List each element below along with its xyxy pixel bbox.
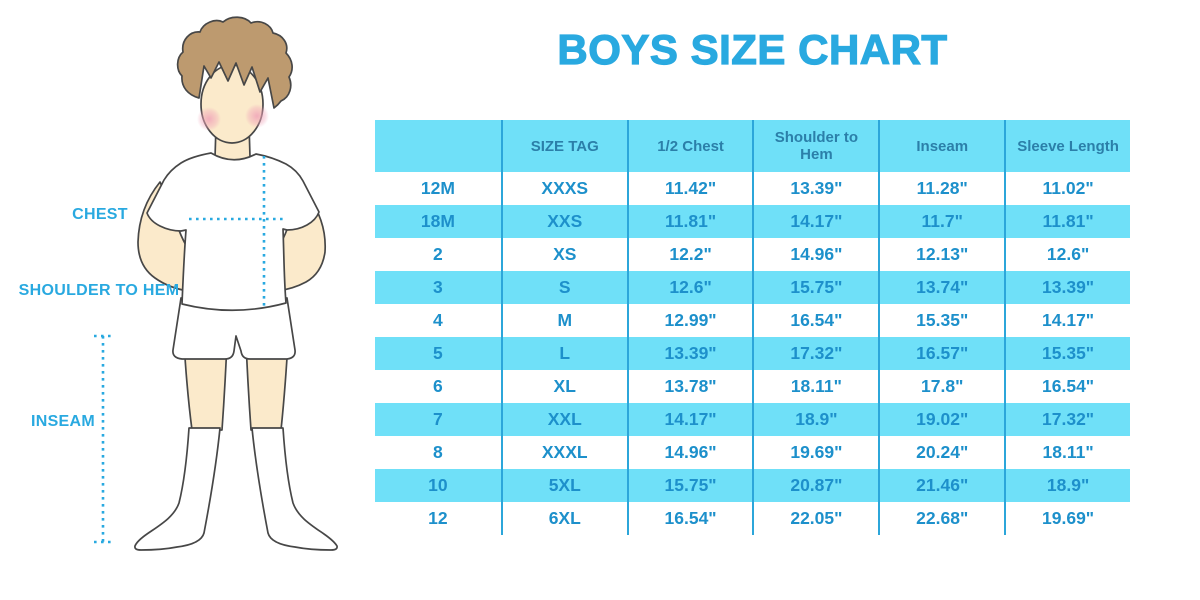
table-body: 12M XXXS 11.42" 13.39" 11.28" 11.02" 18M XXS 11.… bbox=[375, 172, 1130, 535]
column-header: SIZE TAG bbox=[500, 120, 627, 172]
size-tag-cell: S bbox=[500, 271, 627, 304]
size-tag-cell: XXS bbox=[500, 205, 627, 238]
measurement-cell: 13.39" bbox=[752, 172, 878, 205]
size-age-cell: 3 bbox=[375, 271, 501, 304]
table-row: 8 XXXL 14.96" 19.69" 20.24" 18.11" bbox=[375, 436, 1130, 469]
size-tag-cell: XS bbox=[500, 238, 627, 271]
size-tag-cell: XXXL bbox=[500, 436, 627, 469]
measurement-cell: 12.6" bbox=[1004, 238, 1130, 271]
size-age-cell: 5 bbox=[375, 337, 501, 370]
measurement-cell: 19.02" bbox=[878, 403, 1005, 436]
table-row: 5 L 13.39" 17.32" 16.57" 15.35" bbox=[375, 337, 1130, 370]
measurement-cell: 14.17" bbox=[1004, 304, 1130, 337]
table-row: 12M XXXS 11.42" 13.39" 11.28" 11.02" bbox=[375, 172, 1130, 205]
measurement-cell: 13.78" bbox=[626, 370, 753, 403]
column-header: Sleeve Length bbox=[1004, 120, 1130, 172]
measurement-cell: 19.69" bbox=[752, 436, 878, 469]
measurement-cell: 17.32" bbox=[1004, 403, 1130, 436]
right-sock bbox=[251, 427, 338, 551]
size-age-cell: 8 bbox=[433, 442, 443, 462]
size-tag-cell: 5XL bbox=[500, 469, 627, 502]
measurement-cell: 12.13" bbox=[878, 238, 1004, 271]
measurement-cell: 16.54" bbox=[626, 502, 753, 535]
page-title: BOYS SIZE CHART bbox=[557, 25, 948, 73]
measurement-cell: 14.17" bbox=[752, 205, 879, 238]
column-header: 1/2 Chest bbox=[626, 120, 753, 172]
measurement-cell: 18.9" bbox=[1004, 469, 1130, 502]
measurement-cell: 12.6" bbox=[626, 271, 753, 304]
measurement-cell: 11.42" bbox=[626, 172, 753, 205]
measurement-cell: 21.46" bbox=[878, 469, 1005, 502]
measurement-cell: 22.05" bbox=[752, 502, 878, 535]
chest-label: CHEST bbox=[72, 206, 128, 223]
measurement-cell: 16.57" bbox=[878, 337, 1005, 370]
measurement-cell: 17.32" bbox=[752, 337, 879, 370]
measurement-cell: 15.75" bbox=[626, 469, 753, 502]
table-row: 10 5XL 15.75" 20.87" 21.46" 18.9" bbox=[375, 469, 1130, 502]
size-tag-cell: 6XL bbox=[500, 502, 627, 535]
size-age-cell: 4 bbox=[433, 310, 443, 330]
measurement-cell: 13.74" bbox=[878, 271, 1005, 304]
measurement-cell: 15.35" bbox=[1004, 337, 1130, 370]
measurement-cell: 12.99" bbox=[626, 304, 753, 337]
column-header: Inseam bbox=[878, 120, 1005, 172]
measurement-cell: 15.35" bbox=[878, 304, 1004, 337]
size-age-cell: 18M bbox=[375, 205, 501, 238]
table-row: 12 6XL 16.54" 22.05" 22.68" 19.69" bbox=[375, 502, 1130, 535]
left-blush bbox=[197, 107, 221, 131]
size-age-cell: 10 bbox=[375, 469, 501, 502]
measurement-cell: 18.11" bbox=[1004, 436, 1130, 469]
size-table: SIZE TAG 1/2 Chest Shoulder to Hem Inseam Sl… bbox=[375, 120, 1130, 535]
measurement-cell: 18.9" bbox=[752, 403, 879, 436]
left-sock bbox=[134, 427, 221, 551]
size-tag-cell: M bbox=[500, 304, 627, 337]
measurement-cell: 19.69" bbox=[1004, 502, 1130, 535]
measurement-cell: 16.54" bbox=[1004, 370, 1130, 403]
t-shirt bbox=[146, 152, 320, 312]
shoulder-to-hem-label: SHOULDER TO HEM bbox=[18, 282, 180, 299]
size-tag-cell: XXL bbox=[500, 403, 627, 436]
table-row: 4 M 12.99" 16.54" 15.35" 14.17" bbox=[375, 304, 1130, 337]
table-row: 3 S 12.6" 15.75" 13.74" 13.39" bbox=[375, 271, 1130, 304]
measurement-cell: 11.7" bbox=[878, 205, 1005, 238]
size-tag-cell: XXXS bbox=[500, 172, 627, 205]
measurement-cell: 20.87" bbox=[752, 469, 879, 502]
measurement-cell: 14.17" bbox=[626, 403, 753, 436]
boy-illustration bbox=[94, 16, 338, 551]
measurement-cell: 13.39" bbox=[1004, 271, 1130, 304]
table-row: 2 XS 12.2" 14.96" 12.13" 12.6" bbox=[375, 238, 1130, 271]
measurement-cell: 22.68" bbox=[878, 502, 1004, 535]
table-row: 7 XXL 14.17" 18.9" 19.02" 17.32" bbox=[375, 403, 1130, 436]
table-row: 6 XL 13.78" 18.11" 17.8" 16.54" bbox=[375, 370, 1130, 403]
size-tag-cell: XL bbox=[500, 370, 627, 403]
measurement-cell: 11.28" bbox=[878, 172, 1004, 205]
measurement-cell: 20.24" bbox=[878, 436, 1004, 469]
inseam-label: INSEAM bbox=[30, 413, 96, 430]
measurement-cell: 13.39" bbox=[626, 337, 753, 370]
size-age-cell: 6 bbox=[433, 376, 443, 396]
table-header-row: SIZE TAG 1/2 Chest Shoulder to Hem Inseam Sl… bbox=[375, 120, 1130, 172]
measurement-cell: 11.81" bbox=[626, 205, 753, 238]
column-header bbox=[375, 120, 501, 172]
measurement-cell: 12.2" bbox=[626, 238, 753, 271]
measurement-cell: 14.96" bbox=[626, 436, 753, 469]
size-tag-cell: L bbox=[500, 337, 627, 370]
right-blush bbox=[245, 104, 269, 128]
size-age-cell: 7 bbox=[375, 403, 501, 436]
hair bbox=[176, 16, 293, 109]
measurement-cell: 15.75" bbox=[752, 271, 879, 304]
size-age-cell: 2 bbox=[433, 244, 443, 264]
column-header: Shoulder to Hem bbox=[752, 120, 879, 172]
measurement-cell: 16.54" bbox=[752, 304, 878, 337]
size-age-cell: 12 bbox=[428, 508, 448, 528]
measurement-cell: 14.96" bbox=[752, 238, 878, 271]
size-age-cell: 12M bbox=[420, 178, 455, 198]
measurement-cell: 11.81" bbox=[1004, 205, 1130, 238]
table-row: 18M XXS 11.81" 14.17" 11.7" 11.81" bbox=[375, 205, 1130, 238]
measurement-cell: 11.02" bbox=[1004, 172, 1130, 205]
measurement-cell: 17.8" bbox=[878, 370, 1004, 403]
measurement-cell: 18.11" bbox=[752, 370, 878, 403]
left-leg bbox=[183, 341, 228, 431]
